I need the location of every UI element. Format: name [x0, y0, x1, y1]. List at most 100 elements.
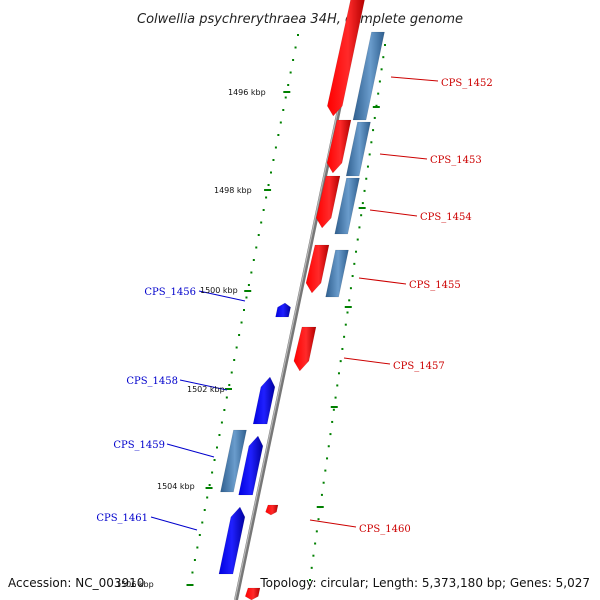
inner-tick-minor	[201, 521, 204, 524]
outer-tick-minor	[324, 469, 327, 472]
outer-tick-minor	[356, 238, 359, 241]
gene-cps-1462	[244, 587, 261, 600]
scale-label: 1504 kbp	[157, 482, 195, 491]
outer-tick-minor	[326, 457, 329, 460]
leader-line	[166, 443, 215, 458]
outer-tick-minor	[344, 323, 347, 326]
outer-tick-minor	[365, 177, 368, 180]
gene-cps-1461	[218, 506, 246, 575]
inner-tick-major	[186, 584, 194, 586]
inner-tick-minor	[289, 71, 292, 74]
leader-line	[379, 153, 428, 160]
gene-label: CPS_1457	[393, 361, 445, 372]
inner-tick-major	[283, 91, 291, 93]
inner-tick-minor	[267, 184, 270, 186]
inner-tick-minor	[277, 134, 280, 136]
gene-label: CPS_1456	[144, 287, 196, 298]
cds-cps-1454	[334, 177, 360, 235]
inner-tick-minor	[292, 59, 295, 61]
outer-tick-minor	[348, 299, 351, 302]
outer-tick-minor	[366, 165, 369, 168]
outer-tick-major	[358, 207, 366, 209]
outer-tick-minor	[373, 116, 376, 119]
inner-tick-minor	[243, 309, 245, 311]
inner-tick-minor	[265, 196, 268, 199]
inner-tick-minor	[206, 496, 209, 499]
outer-tick-minor	[337, 372, 340, 375]
gene-cps-1458	[252, 376, 276, 425]
outer-tick-minor	[329, 433, 332, 436]
gene-cps-1454	[315, 175, 341, 229]
cds-cps-1459	[220, 429, 247, 493]
leader-line	[150, 516, 198, 531]
inner-tick-minor	[260, 221, 263, 224]
outer-tick-minor	[349, 287, 352, 290]
outer-tick-minor	[327, 445, 330, 448]
gene-features	[218, 0, 385, 600]
gene-cps-1455	[305, 244, 330, 294]
outer-tick-minor	[368, 153, 371, 156]
gene-cps-1452	[327, 0, 365, 117]
leader-line	[309, 519, 357, 528]
inner-tick-minor	[211, 471, 214, 474]
inner-tick-minor	[262, 209, 265, 211]
leader-line	[198, 290, 246, 302]
inner-tick-minor	[220, 421, 223, 424]
inner-tick-minor	[279, 121, 282, 124]
inner-tick-minor	[294, 46, 297, 49]
gene-labels: CPS_1452 CPS_1453 CPS_1454 CPS_1455 CPS_1456…	[96, 78, 492, 535]
gene-label: CPS_1459	[113, 440, 165, 451]
outer-tick-minor	[380, 68, 383, 71]
gene-cps-1459	[238, 435, 264, 496]
outer-tick-major	[344, 306, 352, 308]
outer-tick-minor	[315, 530, 318, 533]
outer-tick-minor	[322, 481, 325, 484]
inner-tick-minor	[228, 384, 231, 386]
inner-tick-minor	[284, 96, 287, 99]
inner-tick-minor	[203, 509, 206, 511]
inner-tick-minor	[225, 396, 228, 399]
outer-tick-minor	[314, 542, 317, 545]
outer-tick-minor	[336, 384, 339, 387]
outer-tick-minor	[372, 129, 375, 132]
outer-tick-ring	[309, 44, 386, 581]
inner-tick-minor	[230, 371, 233, 374]
inner-tick-minor	[196, 546, 199, 549]
inner-tick-minor	[216, 446, 218, 449]
inner-tick-minor	[257, 234, 260, 236]
outer-tick-minor	[363, 189, 366, 192]
inner-tick-minor	[218, 434, 221, 436]
inner-tick-minor	[208, 484, 211, 486]
gene-cps-1460	[265, 504, 279, 516]
inner-tick-minor	[193, 559, 196, 561]
inner-tick-minor	[245, 296, 248, 299]
inner-tick-major	[264, 189, 272, 191]
leader-line	[343, 357, 391, 365]
inner-tick-major	[205, 487, 213, 489]
inner-tick-minor	[198, 534, 201, 536]
scale-label: 1496 kbp	[228, 88, 266, 97]
outer-tick-minor	[353, 262, 356, 265]
cds-cps-1452	[352, 31, 385, 121]
inner-tick-minor	[247, 284, 250, 286]
inner-tick-minor	[272, 159, 275, 161]
outer-tick-minor	[320, 493, 323, 496]
outer-tick-minor	[334, 396, 337, 399]
inner-tick-minor	[238, 334, 241, 336]
gene-cps-1453	[326, 119, 352, 174]
inner-tick-minor	[297, 34, 299, 36]
leader-line	[390, 76, 439, 82]
cds-cps-1453	[345, 121, 371, 177]
outer-tick-minor	[317, 518, 320, 521]
label-leaders	[150, 76, 439, 531]
outer-tick-minor	[331, 420, 334, 423]
outer-tick-minor	[361, 202, 364, 205]
inner-tick-minor	[191, 571, 194, 574]
inner-tick-minor	[235, 346, 238, 349]
outer-tick-minor	[351, 275, 354, 278]
gene-label: CPS_1455	[409, 280, 461, 291]
outer-tick-minor	[332, 408, 335, 411]
inner-tick-minor	[250, 271, 253, 274]
gene-label: CPS_1461	[96, 513, 148, 524]
